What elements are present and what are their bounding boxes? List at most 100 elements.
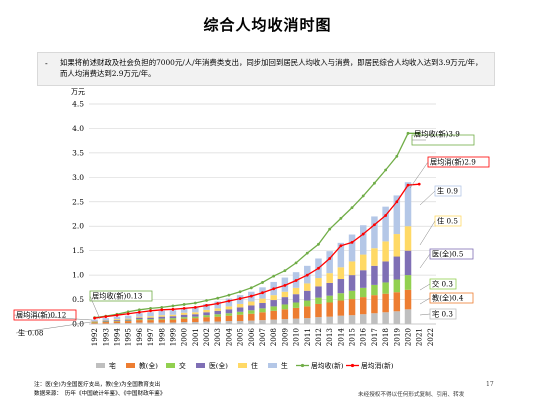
annotation-label: 宅 0.3	[432, 310, 453, 319]
bar-segment	[259, 298, 266, 303]
bar-segment	[337, 279, 345, 294]
series-point	[171, 307, 175, 311]
bar-segment	[192, 306, 199, 313]
bar-segment	[214, 321, 221, 324]
series-point	[182, 303, 186, 306]
bar-segment	[348, 261, 356, 276]
annotation-leader	[419, 283, 431, 291]
bar-segment	[236, 303, 244, 308]
bar-segment	[326, 273, 333, 283]
series-point	[373, 223, 376, 227]
annotation-label: 教(全)0.4	[432, 294, 464, 303]
series-point	[417, 182, 421, 186]
bar-segment	[124, 318, 132, 320]
annotation-label: 生 0.9	[437, 187, 458, 196]
bar-segment	[315, 317, 322, 324]
series-point	[317, 242, 320, 246]
bar-segment	[147, 320, 154, 323]
legend-marker	[300, 363, 305, 368]
series-point	[350, 240, 354, 244]
series-point	[182, 306, 186, 310]
series-line	[94, 132, 420, 319]
bar-segment	[337, 242, 345, 268]
x-tick-label: 1992	[90, 328, 99, 346]
bar-segment	[102, 322, 110, 324]
bar-segment	[113, 316, 121, 320]
bar-segment	[248, 320, 255, 324]
footnote-note: 注：医(全)为全国医疗支出，教(全)为全国教育支出	[34, 382, 161, 388]
series-point	[317, 266, 320, 270]
footnote-source: 数据来源： 历年《中国统计年鉴》、《中国财政年鉴》	[34, 391, 166, 397]
bar-segment	[214, 308, 221, 311]
bar-segment	[292, 318, 300, 324]
x-tick-label: 2003	[213, 328, 222, 347]
y-tick-label: 3.5	[72, 148, 84, 157]
bar-segment	[393, 279, 401, 293]
y-axis-unit: 万元	[71, 88, 85, 96]
bar-segment	[180, 314, 188, 318]
page-title: 综合人均收消时图	[203, 16, 332, 34]
bar-segment	[102, 318, 110, 321]
y-tick-label: 2.0	[72, 222, 84, 231]
legend-marker	[350, 363, 355, 368]
bar-segment	[270, 310, 277, 320]
bar-segment	[124, 323, 132, 324]
series-point	[272, 274, 276, 278]
bar-segment	[404, 309, 412, 324]
annotation-label: 居均消(新)0.12	[16, 311, 66, 320]
series-point	[361, 232, 365, 236]
series-point	[149, 309, 152, 313]
y-tick-label: 4.5	[72, 100, 84, 109]
bar-segment	[393, 195, 401, 235]
x-tick-label: 2010	[292, 328, 301, 347]
bar-segment	[147, 316, 154, 318]
series-point	[361, 194, 365, 198]
bar-segment	[169, 318, 177, 320]
bar-segment	[270, 300, 277, 307]
series-point	[238, 290, 242, 294]
bar-segment	[147, 312, 154, 317]
bar-segment	[113, 319, 121, 321]
bar-segment	[259, 308, 266, 313]
bar-segment	[136, 316, 143, 318]
bar-segment	[393, 256, 401, 280]
x-tick-label: 1999	[168, 328, 177, 347]
bar-segment	[203, 303, 210, 310]
bar-segment	[348, 234, 356, 262]
series-point	[216, 302, 220, 305]
bar-segment	[158, 322, 166, 324]
bar-segment	[348, 290, 356, 300]
bar-segment	[248, 305, 255, 311]
bar-segment	[359, 314, 367, 324]
annotation-leader	[419, 220, 436, 246]
bar-segment	[169, 314, 177, 317]
bar-segment	[192, 316, 199, 319]
x-tick-label: 2020	[404, 328, 413, 347]
annotation-leader	[89, 295, 101, 320]
bar-segment	[393, 234, 401, 257]
bar-segment	[158, 318, 166, 320]
bar-segment	[158, 316, 166, 319]
series-point	[126, 310, 130, 314]
bar-segment	[136, 322, 143, 324]
series-point	[205, 299, 208, 302]
bar-segment	[371, 216, 378, 249]
bar-segment	[382, 312, 389, 324]
bar-segment	[348, 315, 356, 324]
y-tick-label: 1.5	[72, 246, 84, 255]
bar-segment	[203, 321, 210, 324]
bar-segment	[147, 322, 154, 324]
bar-segment	[192, 322, 199, 324]
bar-segment	[359, 297, 367, 315]
bar-segment	[304, 300, 311, 307]
x-tick-label: 2019	[392, 328, 401, 347]
series-point	[294, 279, 298, 282]
bar-segment	[214, 301, 221, 309]
x-tick-label: 2005	[236, 328, 245, 347]
series-point	[384, 168, 388, 172]
bar-segment	[359, 287, 367, 298]
bar-segment	[371, 295, 378, 314]
y-tick-label: 2.5	[72, 197, 84, 206]
bar-segment	[259, 320, 266, 324]
bar-segment	[136, 317, 143, 320]
